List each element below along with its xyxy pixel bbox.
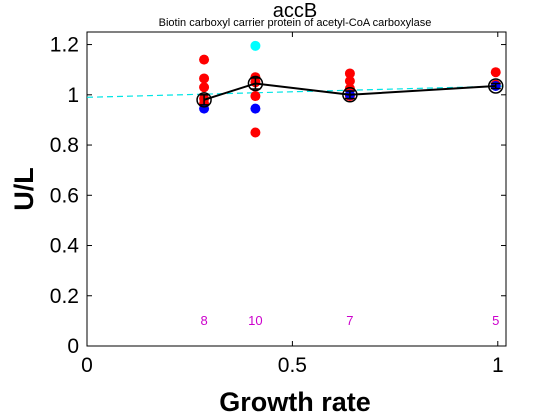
y-tick-label: 0 bbox=[67, 335, 79, 358]
y-tick-label: 0.6 bbox=[50, 184, 79, 207]
red-dot-point bbox=[199, 73, 210, 84]
x-tick-label: 0 bbox=[81, 354, 93, 377]
red-dot-point bbox=[344, 68, 355, 79]
sample-count-label: 5 bbox=[492, 313, 499, 328]
x-axis-label: Growth rate bbox=[219, 387, 371, 417]
y-tick-label: 0.8 bbox=[50, 134, 79, 157]
x-tick-label: 0.5 bbox=[278, 354, 307, 377]
mean-point bbox=[247, 75, 264, 92]
mean-point bbox=[342, 87, 358, 103]
red-dot-point bbox=[250, 91, 261, 102]
y-tick-label: 1.2 bbox=[50, 34, 79, 57]
red-dot-point bbox=[199, 82, 210, 93]
mean-point bbox=[487, 78, 504, 94]
cyan-dot-point bbox=[250, 40, 261, 51]
y-tick-label: 1 bbox=[67, 84, 79, 107]
plot-frame bbox=[86, 31, 507, 347]
red-dot-point bbox=[344, 75, 355, 86]
mean-line bbox=[203, 82, 496, 101]
red-dot-point bbox=[250, 127, 261, 138]
chart-title: accB bbox=[273, 0, 317, 22]
y-tick-label: 0.4 bbox=[50, 235, 80, 258]
mean-point bbox=[196, 92, 212, 108]
x-tick-label: 1 bbox=[492, 354, 504, 377]
sample-count-label: 10 bbox=[248, 313, 262, 328]
sample-count-label: 8 bbox=[200, 313, 207, 328]
chart-subtitle: Biotin carboxyl carrier protein of acety… bbox=[159, 17, 432, 29]
red-dot-point bbox=[199, 54, 210, 65]
y-axis-label: U/L bbox=[9, 167, 39, 211]
plot-area: 0 0.5 100.20.40.60.811.28 10 7 5 bbox=[50, 31, 507, 377]
sample-count-label: 7 bbox=[346, 313, 353, 328]
blue-dot-point bbox=[250, 103, 261, 114]
red-dot-point bbox=[490, 67, 501, 78]
y-tick-label: 0.2 bbox=[50, 285, 79, 308]
